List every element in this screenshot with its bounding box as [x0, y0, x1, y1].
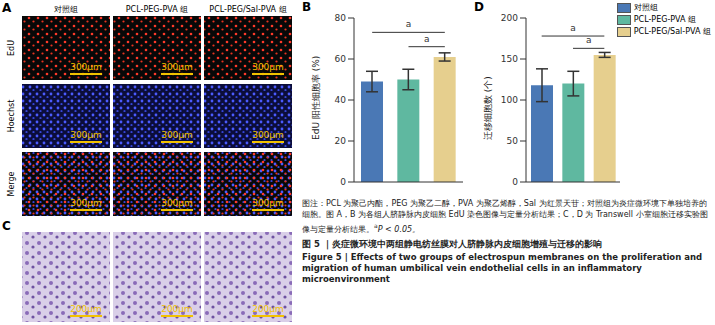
- html-text:D: D: [474, 0, 484, 14]
- svg-text:EdU 阳性细胞率 (%): EdU 阳性细胞率 (%): [311, 56, 321, 140]
- svg-text:40: 40: [335, 95, 347, 105]
- svg-text:Hoechst: Hoechst: [7, 100, 16, 133]
- svg-text:PCL-PEG/Sal-PVA 组: PCL-PEG/Sal-PVA 组: [209, 5, 286, 14]
- svg-text:0: 0: [340, 177, 346, 187]
- svg-text:PCL-PEG-PVA 组: PCL-PEG-PVA 组: [126, 5, 188, 14]
- svg-text:a: a: [586, 35, 592, 45]
- svg-text:50: 50: [507, 136, 519, 146]
- svg-text:a: a: [406, 19, 412, 29]
- svg-text:A: A: [2, 1, 12, 15]
- html-text:对照组: 对照组: [633, 3, 658, 12]
- svg-text:100: 100: [501, 95, 518, 105]
- svg-text:对照组: 对照组: [54, 5, 78, 14]
- svg-text:200: 200: [501, 13, 518, 23]
- svg-text:200μm: 200μm: [252, 304, 284, 314]
- html-text:Figure 5 | Effects of two grou: Figure 5 | Effects of two groups of elec…: [302, 251, 703, 284]
- svg-text:a: a: [424, 34, 430, 44]
- svg-text:20: 20: [335, 136, 347, 146]
- svg-text:300μm: 300μm: [252, 62, 284, 72]
- svg-text:300μm: 300μm: [70, 62, 102, 72]
- svg-text:300μm: 300μm: [252, 198, 284, 208]
- html-text:B: B: [302, 0, 312, 14]
- svg-text:60: 60: [335, 54, 347, 64]
- svg-text:150: 150: [501, 54, 518, 64]
- html-text:PCL-PEG-PVA 组: PCL-PEG-PVA 组: [633, 15, 697, 24]
- svg-text:200μm: 200μm: [161, 304, 193, 314]
- html-text:图注：PCL 为聚己内酯，PEG 为聚乙二醇，PVA 为聚乙: 图注：PCL 为聚己内酯，PEG 为聚乙二醇，PVA 为聚乙烯醇，Sal 为红景…: [302, 199, 708, 234]
- svg-text:300μm: 300μm: [70, 198, 102, 208]
- svg-text:300μm: 300μm: [161, 198, 193, 208]
- svg-text:300μm: 300μm: [252, 130, 284, 140]
- svg-text:C: C: [2, 219, 11, 233]
- svg-text:0: 0: [512, 177, 518, 187]
- svg-text:a: a: [570, 23, 576, 33]
- svg-text:300μm: 300μm: [70, 130, 102, 140]
- svg-text:300μm: 300μm: [161, 62, 193, 72]
- svg-text:迁移细胞数 (个): 迁移细胞数 (个): [483, 76, 493, 140]
- svg-text:Merge: Merge: [7, 171, 16, 196]
- html-text:图 5 ｜炎症微环境中两组静电纺丝膜对人脐静脉内皮细胞增殖与: 图 5 ｜炎症微环境中两组静电纺丝膜对人脐静脉内皮细胞增殖与迁移的影响: [302, 238, 602, 249]
- svg-text:200μm: 200μm: [70, 304, 102, 314]
- svg-text:EdU: EdU: [7, 40, 16, 56]
- svg-text:300μm: 300μm: [161, 130, 193, 140]
- html-text:PCL-PEG/Sal-PVA 组: PCL-PEG/Sal-PVA 组: [633, 27, 711, 36]
- svg-text:80: 80: [335, 13, 347, 23]
